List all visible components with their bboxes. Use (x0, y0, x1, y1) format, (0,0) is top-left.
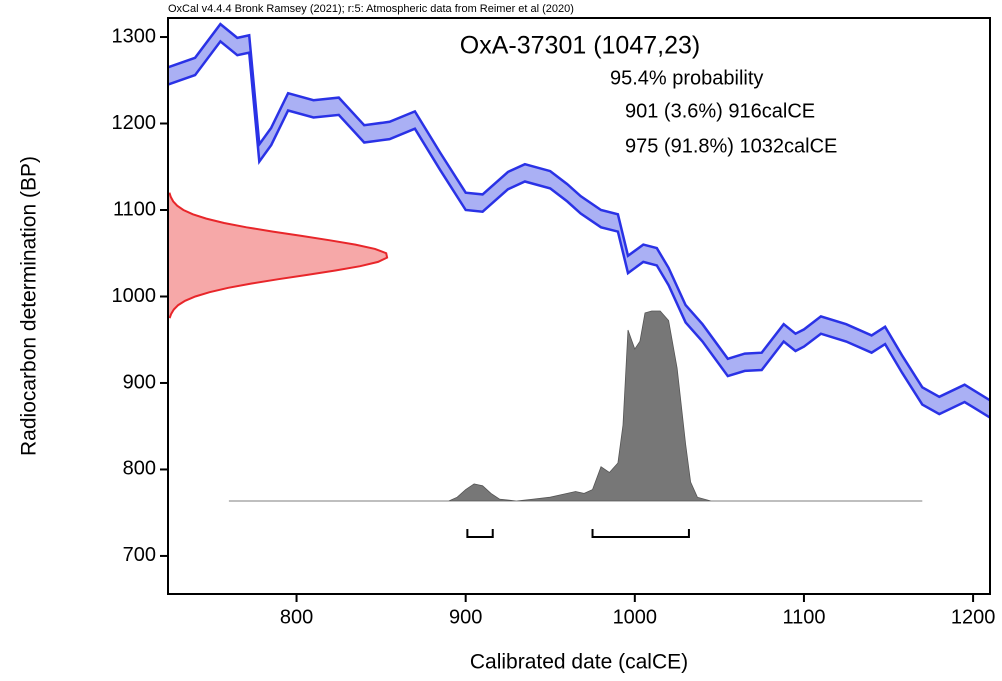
curve-band (168, 24, 990, 418)
x-axis-label: Calibrated date (calCE) (470, 651, 688, 674)
y-tick-label: 900 (123, 371, 156, 393)
y-tick-label: 700 (123, 544, 156, 566)
measurement-line (168, 192, 389, 319)
range-label: 975 (91.8%) 1032calCE (625, 135, 837, 157)
range-label: 901 (3.6%) 916calCE (625, 100, 815, 122)
x-tick-label: 1100 (782, 606, 825, 628)
x-tick-label: 1000 (613, 606, 658, 628)
posterior (228, 310, 923, 502)
range-bracket (466, 529, 494, 538)
x-tick-label: 800 (280, 606, 313, 628)
chart-title: OxA-37301 (1047,23) (460, 32, 700, 60)
y-tick-label: 1300 (112, 25, 157, 47)
x-tick-label: 1200 (951, 606, 996, 628)
credit: OxCal v4.4.4 Bronk Ramsey (2021); r:5: A… (168, 3, 574, 15)
y-tick-label: 1000 (112, 285, 157, 307)
curve-lower (168, 39, 990, 419)
range-bracket (591, 529, 690, 538)
y-tick-label: 800 (123, 458, 156, 480)
probability-label: 95.4% probability (610, 67, 763, 89)
plot-area (168, 22, 990, 502)
x-tick-label: 900 (449, 606, 482, 628)
measurement-fill (168, 192, 388, 319)
curve-upper (168, 22, 990, 402)
plot-frame (167, 17, 991, 595)
y-axis-label: Radiocarbon determination (BP) (18, 156, 41, 456)
y-tick-label: 1100 (113, 198, 156, 220)
y-tick-label: 1200 (112, 112, 157, 134)
